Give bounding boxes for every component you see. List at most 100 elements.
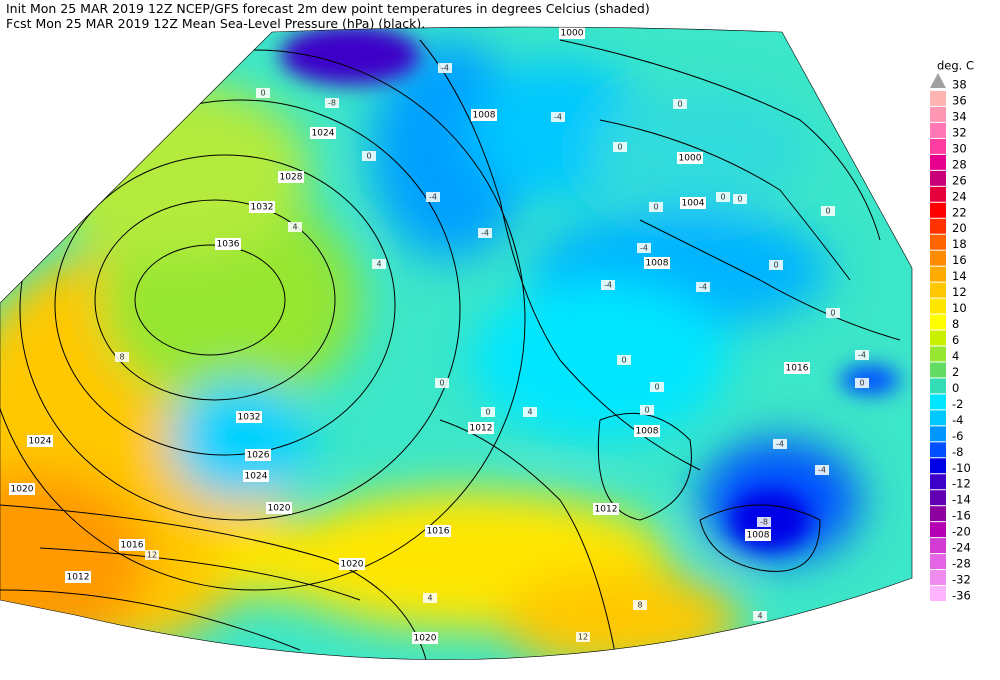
pressure-label: 1008 <box>473 111 496 121</box>
dewpoint-label: 0 <box>439 379 444 388</box>
dewpoint-label-bg <box>733 194 747 204</box>
pressure-label: 1016 <box>786 364 809 374</box>
legend-swatch <box>930 442 946 458</box>
pressure-label-bg <box>784 362 810 374</box>
pressure-label-bg <box>593 503 619 515</box>
legend-label: -32 <box>952 573 971 587</box>
pressure-label: 1024 <box>29 437 52 447</box>
dewpoint-label: 0 <box>720 193 725 202</box>
legend-swatch <box>930 330 946 346</box>
legend-label: -16 <box>952 509 971 523</box>
pressure-label: 1020 <box>268 504 291 514</box>
dewpoint-label-bg <box>716 192 730 202</box>
dewpoint-label-bg <box>325 98 339 108</box>
pressure-label-bg <box>634 425 660 437</box>
dewpoint-label: 4 <box>427 594 432 603</box>
pressure-label: 1020 <box>341 560 364 570</box>
dewpoint-label-bg <box>481 407 495 417</box>
dewpoint-label-bg <box>438 63 452 73</box>
dewpoint-label: 0 <box>825 207 830 216</box>
legend-label: -24 <box>952 541 971 555</box>
dewpoint-label-bg <box>696 282 710 292</box>
dewpoint-label-bg <box>769 260 783 270</box>
pressure-label: 1008 <box>646 259 669 269</box>
pressure-label: 1000 <box>679 154 702 164</box>
dewpoint-label: 4 <box>292 223 297 232</box>
dewpoint-label-bg <box>613 142 627 152</box>
legend-label: 38 <box>952 78 967 92</box>
dewpoint-label: 4 <box>527 408 532 417</box>
map-frame <box>0 26 913 660</box>
legend-swatch <box>930 394 946 410</box>
dewpoint-label: 12 <box>578 633 588 642</box>
pressure-label: 1020 <box>414 634 437 644</box>
dewpoint-label: -4 <box>441 64 449 73</box>
dewpoint-label: 0 <box>644 406 649 415</box>
legend-swatch <box>930 202 946 218</box>
dewpoint-label-bg <box>673 99 687 109</box>
legend-label: -36 <box>952 589 971 603</box>
dewpoint-label: 0 <box>485 408 490 417</box>
legend-label: 14 <box>952 269 967 283</box>
dewpoint-label: 4 <box>757 612 762 621</box>
pressure-label-bg <box>278 171 304 183</box>
legend-label: 28 <box>952 157 967 171</box>
dewpoint-label: 0 <box>653 203 658 212</box>
dewpoint-label-bg <box>478 228 492 238</box>
dewpoint-label: 0 <box>737 195 742 204</box>
dewpoint-label: 0 <box>677 100 682 109</box>
dewpoint-label-bg <box>423 593 437 603</box>
legend-swatch <box>930 266 946 282</box>
legend: 38363432302826242220181614121086420-2-4-… <box>930 73 971 603</box>
pressure-label-bg <box>745 529 771 541</box>
legend-swatch <box>930 554 946 570</box>
pressure-label: 1020 <box>11 485 34 495</box>
dewpoint-label: -8 <box>760 518 768 527</box>
pressure-label: 1028 <box>280 173 303 183</box>
legend-label: -10 <box>952 461 971 475</box>
legend-swatch <box>930 282 946 298</box>
pressure-label-bg <box>471 109 497 121</box>
legend-swatch <box>930 410 946 426</box>
legend-swatch <box>930 586 946 601</box>
dewpoint-label-bg <box>362 151 376 161</box>
dewpoint-label: 0 <box>621 356 626 365</box>
legend-label: 2 <box>952 365 959 379</box>
legend-swatch <box>930 362 946 378</box>
dewpoint-label: -4 <box>429 193 437 202</box>
legend-label: 8 <box>952 317 959 331</box>
dewpoint-label: -4 <box>858 351 866 360</box>
legend-swatch <box>930 538 946 554</box>
dewpoint-label: -4 <box>604 281 612 290</box>
pressure-label: 1032 <box>238 413 261 423</box>
pressure-label: 1024 <box>245 472 268 482</box>
dewpoint-label: -4 <box>640 244 648 253</box>
dewpoint-label: 4 <box>376 260 381 269</box>
dewpoint-label-bg <box>288 222 302 232</box>
legend-swatch <box>930 506 946 522</box>
legend-swatch <box>930 314 946 330</box>
dewpoint-label-bg <box>617 355 631 365</box>
legend-label: 22 <box>952 205 967 219</box>
dewpoint-label: -8 <box>328 99 336 108</box>
legend-label: 6 <box>952 333 959 347</box>
legend-swatch <box>930 154 946 170</box>
legend-swatch <box>930 186 946 202</box>
legend-swatch <box>930 218 946 234</box>
dewpoint-label-bg <box>633 600 647 610</box>
pressure-label: 1016 <box>121 541 144 551</box>
pressure-label: 1008 <box>636 427 659 437</box>
dewpoint-label-bg <box>372 259 386 269</box>
legend-label: -6 <box>952 429 963 443</box>
pressure-label-bg <box>425 525 451 537</box>
pressure-label: 1036 <box>217 240 240 250</box>
legend-label: -2 <box>952 397 963 411</box>
legend-label: 18 <box>952 237 967 251</box>
legend-label: -20 <box>952 525 971 539</box>
pressure-label: 1026 <box>247 451 270 461</box>
legend-swatch <box>930 170 946 186</box>
dewpoint-label: 0 <box>773 261 778 270</box>
dewpoint-label: 12 <box>147 551 157 560</box>
isobars <box>0 39 901 660</box>
dewpoint-label-bg <box>815 465 829 475</box>
